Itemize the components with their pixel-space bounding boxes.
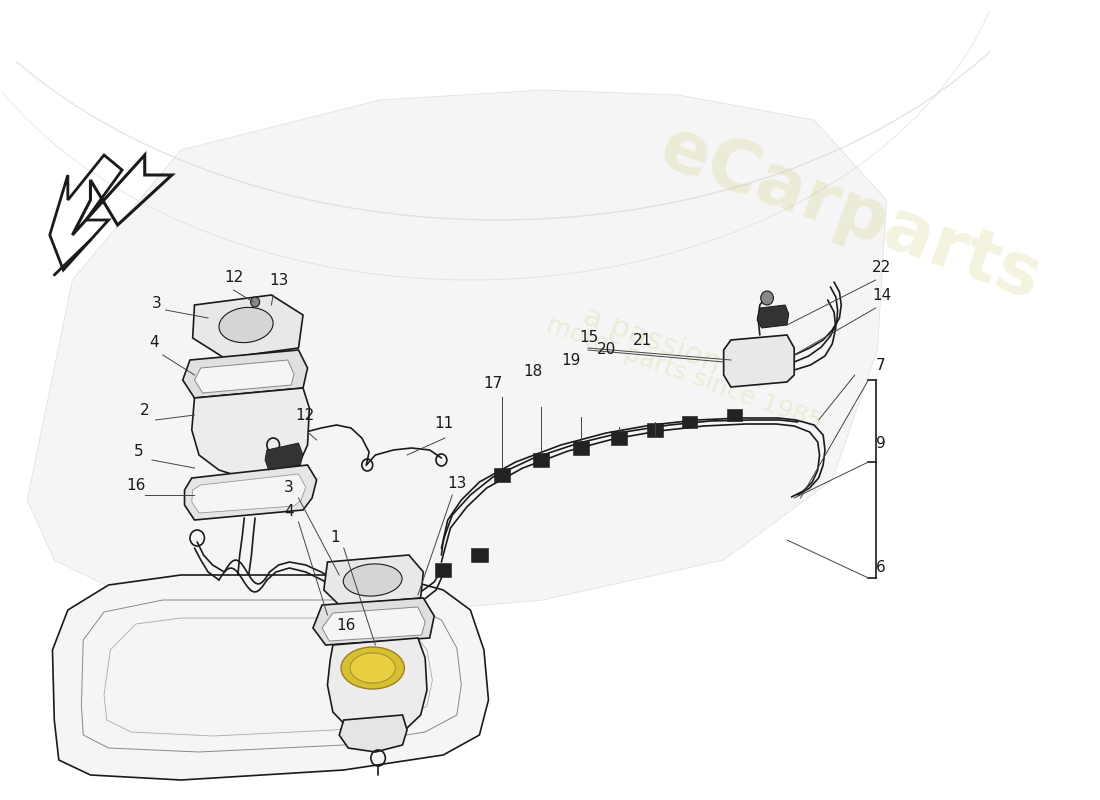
Circle shape bbox=[761, 291, 773, 305]
Text: 12: 12 bbox=[224, 270, 243, 285]
Ellipse shape bbox=[350, 653, 395, 683]
Text: 4: 4 bbox=[150, 335, 158, 350]
Text: 19: 19 bbox=[561, 353, 580, 368]
Text: 16: 16 bbox=[126, 478, 146, 493]
Text: a passion for: a passion for bbox=[579, 302, 773, 396]
Polygon shape bbox=[183, 350, 308, 398]
Text: 15: 15 bbox=[579, 330, 598, 345]
Polygon shape bbox=[610, 431, 627, 445]
Text: 11: 11 bbox=[434, 416, 453, 431]
Polygon shape bbox=[314, 598, 435, 645]
Text: 13: 13 bbox=[270, 273, 289, 288]
Polygon shape bbox=[265, 443, 302, 470]
Polygon shape bbox=[573, 441, 588, 455]
Text: 9: 9 bbox=[876, 436, 886, 451]
Text: 6: 6 bbox=[876, 560, 886, 575]
Text: 5: 5 bbox=[134, 444, 143, 459]
Text: 7: 7 bbox=[876, 358, 886, 373]
Text: 20: 20 bbox=[597, 342, 616, 357]
Polygon shape bbox=[532, 453, 549, 467]
Ellipse shape bbox=[341, 647, 405, 689]
Circle shape bbox=[251, 297, 260, 307]
Ellipse shape bbox=[219, 307, 273, 342]
Text: motor parts since 1985: motor parts since 1985 bbox=[542, 313, 825, 435]
Text: 2: 2 bbox=[140, 403, 150, 418]
Text: 1: 1 bbox=[330, 530, 340, 545]
Polygon shape bbox=[647, 423, 663, 437]
Polygon shape bbox=[727, 409, 741, 421]
Text: 21: 21 bbox=[634, 333, 652, 348]
Text: 14: 14 bbox=[872, 288, 891, 303]
Polygon shape bbox=[191, 474, 306, 513]
Text: 17: 17 bbox=[483, 376, 503, 391]
Polygon shape bbox=[185, 465, 317, 520]
Polygon shape bbox=[328, 638, 427, 732]
Polygon shape bbox=[322, 607, 425, 641]
Text: 3: 3 bbox=[284, 480, 294, 495]
Polygon shape bbox=[195, 360, 294, 393]
Text: 12: 12 bbox=[295, 408, 315, 423]
Polygon shape bbox=[53, 575, 488, 780]
Text: 16: 16 bbox=[337, 618, 356, 633]
Text: eCarparts: eCarparts bbox=[651, 114, 1050, 315]
Text: 3: 3 bbox=[152, 296, 162, 311]
Polygon shape bbox=[192, 295, 303, 358]
Polygon shape bbox=[471, 548, 487, 562]
Polygon shape bbox=[494, 468, 510, 482]
Text: 18: 18 bbox=[522, 364, 542, 379]
Text: 13: 13 bbox=[447, 476, 466, 491]
Polygon shape bbox=[28, 90, 887, 620]
Polygon shape bbox=[682, 416, 696, 428]
Polygon shape bbox=[323, 555, 424, 605]
Polygon shape bbox=[724, 335, 794, 387]
Text: 4: 4 bbox=[284, 504, 294, 519]
Polygon shape bbox=[339, 715, 407, 752]
Polygon shape bbox=[436, 563, 451, 577]
Polygon shape bbox=[191, 388, 309, 478]
Text: 22: 22 bbox=[872, 260, 891, 275]
Polygon shape bbox=[757, 305, 789, 328]
Ellipse shape bbox=[343, 564, 402, 596]
